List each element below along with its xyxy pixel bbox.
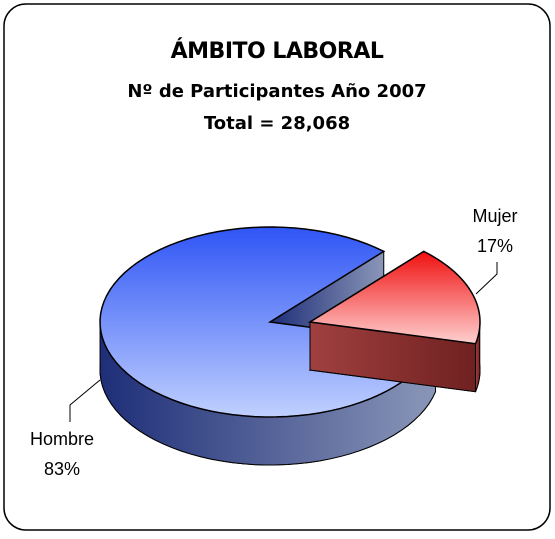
slice-value-label: 17% bbox=[477, 236, 513, 256]
leader-line bbox=[475, 262, 498, 295]
chart-title: ÁMBITO LABORAL bbox=[171, 38, 384, 64]
slice-value-label: 83% bbox=[44, 459, 80, 479]
chart-subtitle: Total = 28,068 bbox=[204, 113, 350, 134]
leader-line bbox=[69, 379, 101, 422]
slice bbox=[307, 250, 481, 345]
slice-label: Hombre bbox=[30, 429, 94, 449]
chart-subtitle: Nº de Participantes Año 2007 bbox=[127, 81, 426, 102]
slice-label: Mujer bbox=[472, 206, 517, 226]
